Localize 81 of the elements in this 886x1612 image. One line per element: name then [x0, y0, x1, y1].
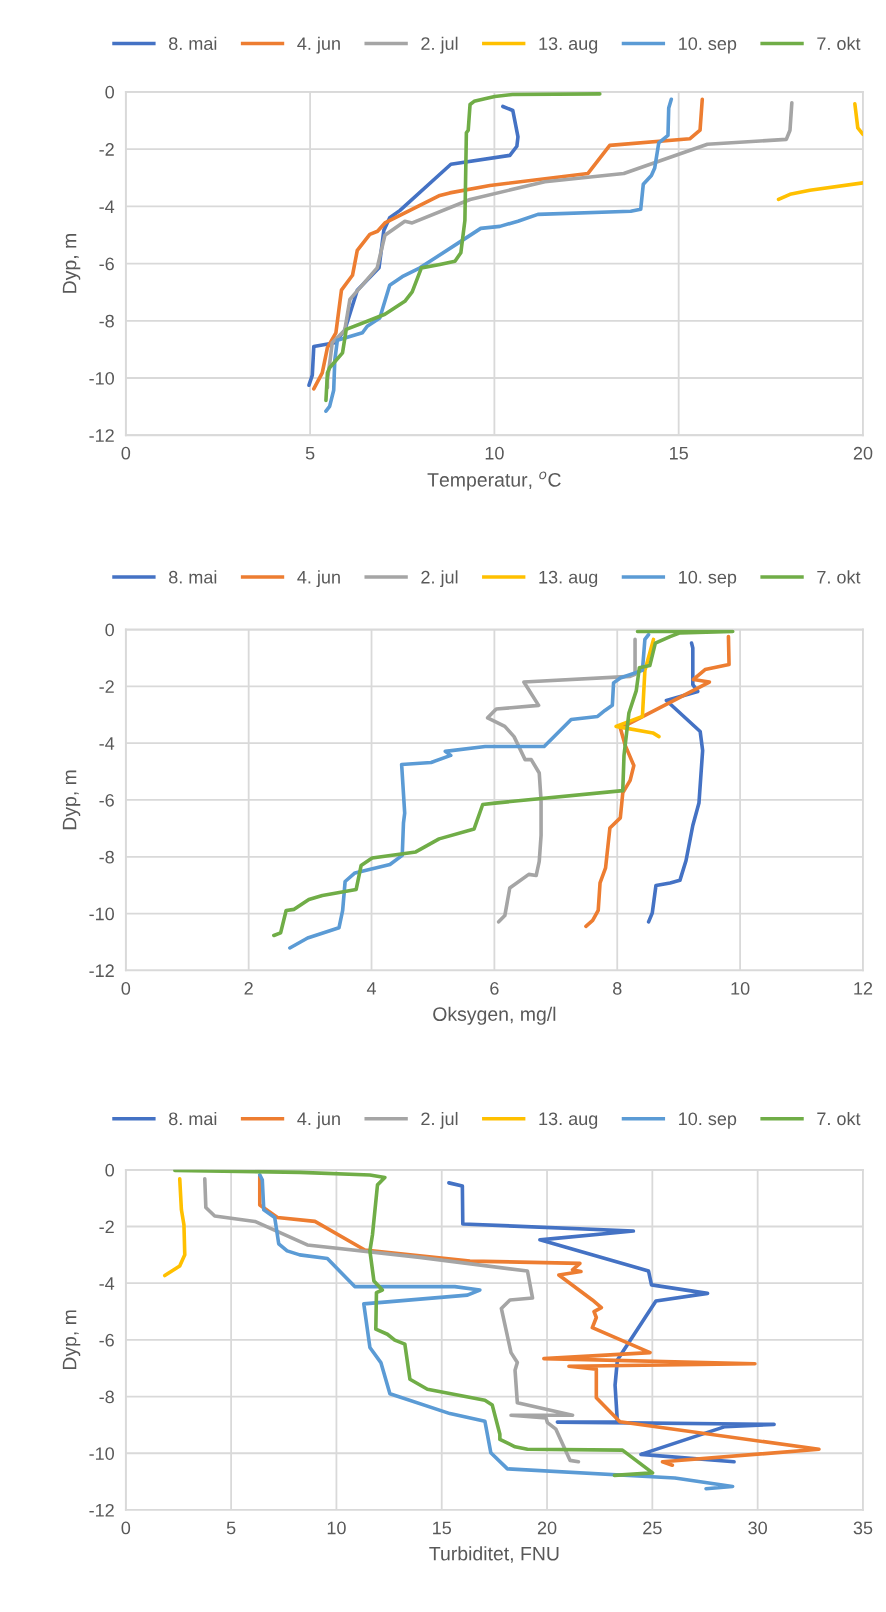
y-tick-label: -4	[99, 1277, 115, 1290]
x-tick-label: 6	[490, 982, 499, 995]
line-series	[325, 100, 794, 390]
legend-label: 2. jul	[421, 1111, 458, 1129]
legend-label: 2. jul	[421, 36, 458, 54]
y-tick-label: -10	[89, 907, 114, 921]
x-tick-label: 0	[121, 982, 131, 995]
y-tick-label: -2	[99, 680, 114, 693]
x-tick-label: 5	[226, 1521, 236, 1535]
x-tick-label: 15	[670, 447, 688, 460]
x-tick-label: 25	[643, 1521, 662, 1535]
x-axis-title: Oksygen, mg/l	[433, 1006, 556, 1025]
y-tick-label: -8	[99, 314, 114, 328]
legend-label: 7. okt	[817, 1111, 861, 1126]
line-series	[646, 641, 705, 924]
y-tick-label: -12	[89, 429, 114, 442]
legend-label: 10. sep	[679, 570, 737, 588]
legend-label: 10. sep	[679, 1112, 737, 1129]
x-tick-label: 10	[731, 982, 750, 995]
line-series	[173, 1169, 655, 1478]
y-tick-label: -6	[99, 1333, 114, 1347]
legend-label: 13. aug	[539, 1112, 598, 1129]
x-tick-label: 20	[537, 1521, 557, 1535]
line-series	[324, 97, 674, 414]
line-series	[324, 92, 602, 403]
y-axis-title: Dyp, m	[62, 770, 81, 830]
legend-label: 2. jul	[421, 570, 458, 588]
line-series	[257, 1173, 735, 1491]
x-tick-label: 30	[748, 1521, 767, 1535]
legend-label: 4. jun	[297, 1111, 340, 1129]
x-tick-label: 4	[366, 982, 377, 995]
y-tick-label: -10	[89, 1447, 114, 1460]
legend-label: 4. jun	[297, 570, 340, 588]
x-axis-title: Temperatur, $^{o}$C	[427, 471, 561, 491]
legend-label: 8. mai	[169, 36, 217, 50]
x-tick-label: 20	[853, 446, 873, 460]
legend-label: 8. mai	[169, 1111, 217, 1126]
legend-label: 8. mai	[169, 570, 217, 584]
legend-label: 10. sep	[679, 37, 737, 54]
y-tick-label: -4	[99, 737, 115, 750]
y-tick-label: -8	[99, 1390, 114, 1404]
x-tick-label: 35	[853, 1521, 873, 1535]
x-tick-label: 2	[244, 982, 253, 995]
x-tick-label: 0	[121, 1521, 131, 1535]
y-tick-label: -10	[89, 371, 114, 385]
x-tick-label: 8	[613, 982, 622, 995]
y-tick-label: 0	[105, 623, 114, 637]
x-tick-label: 10	[485, 446, 504, 460]
y-tick-label: 0	[105, 1163, 114, 1177]
line-series	[584, 634, 731, 929]
y-axis-title: Dyp, m	[62, 1310, 81, 1370]
legend-label: 7. okt	[817, 36, 861, 50]
legend-label: 4. jun	[297, 36, 340, 54]
line-series	[614, 637, 661, 739]
legend-label: 13. aug	[539, 570, 598, 588]
line-series	[202, 1177, 581, 1464]
x-tick-label: 0	[121, 446, 131, 460]
x-axis-title: Turbiditet, FNU	[429, 1546, 559, 1563]
line-series	[447, 1181, 776, 1464]
line-series	[288, 632, 651, 950]
line-series	[162, 1177, 187, 1278]
line-series	[257, 1173, 821, 1467]
legend-label: 13. aug	[539, 37, 598, 54]
y-tick-label: -12	[89, 1503, 114, 1517]
line-series	[485, 637, 637, 924]
y-tick-label: -6	[99, 257, 114, 271]
x-tick-label: 15	[433, 1521, 452, 1535]
y-tick-label: -2	[99, 143, 114, 156]
y-axis-title: Dyp, m	[62, 234, 81, 293]
y-tick-label: -2	[99, 1220, 114, 1234]
y-tick-label: -6	[99, 793, 114, 807]
y-tick-label: 0	[105, 85, 114, 99]
line-series	[272, 629, 735, 938]
x-tick-label: 10	[327, 1521, 346, 1535]
y-tick-label: -12	[89, 964, 114, 977]
line-series	[311, 97, 705, 391]
y-tick-label: -4	[99, 200, 115, 213]
x-tick-label: 5	[305, 447, 315, 460]
y-tick-label: -8	[99, 850, 114, 864]
legend-label: 7. okt	[817, 570, 861, 584]
x-tick-label: 12	[854, 982, 873, 995]
